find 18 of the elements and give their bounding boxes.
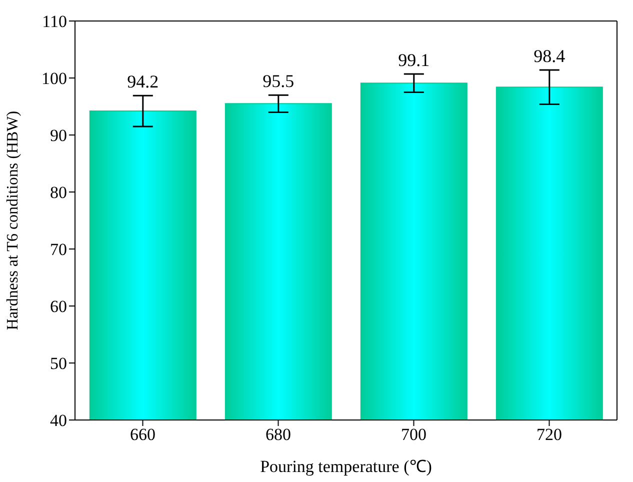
y-tick-label: 100 (42, 69, 67, 88)
x-axis-title: Pouring temperature (℃) (260, 457, 432, 476)
data-label: 99.1 (398, 50, 430, 70)
data-label: 94.2 (127, 72, 159, 92)
y-axis-title: Hardness at T6 conditions (HBW) (4, 110, 22, 330)
y-tick-label: 50 (50, 354, 67, 374)
y-tick-label: 110 (42, 12, 67, 32)
x-tick-label: 680 (266, 425, 291, 444)
data-label: 95.5 (262, 71, 294, 92)
y-tick-label: 70 (50, 240, 67, 260)
y-tick-label: 40 (50, 411, 67, 430)
y-tick-label: 90 (50, 126, 67, 146)
x-tick-label: 660 (130, 425, 156, 444)
y-tick-label: 60 (50, 297, 67, 316)
data-label: 98.4 (534, 46, 566, 66)
x-tick-label: 700 (401, 425, 426, 444)
x-tick-label: 720 (536, 425, 562, 444)
y-tick-label: 80 (50, 183, 67, 202)
